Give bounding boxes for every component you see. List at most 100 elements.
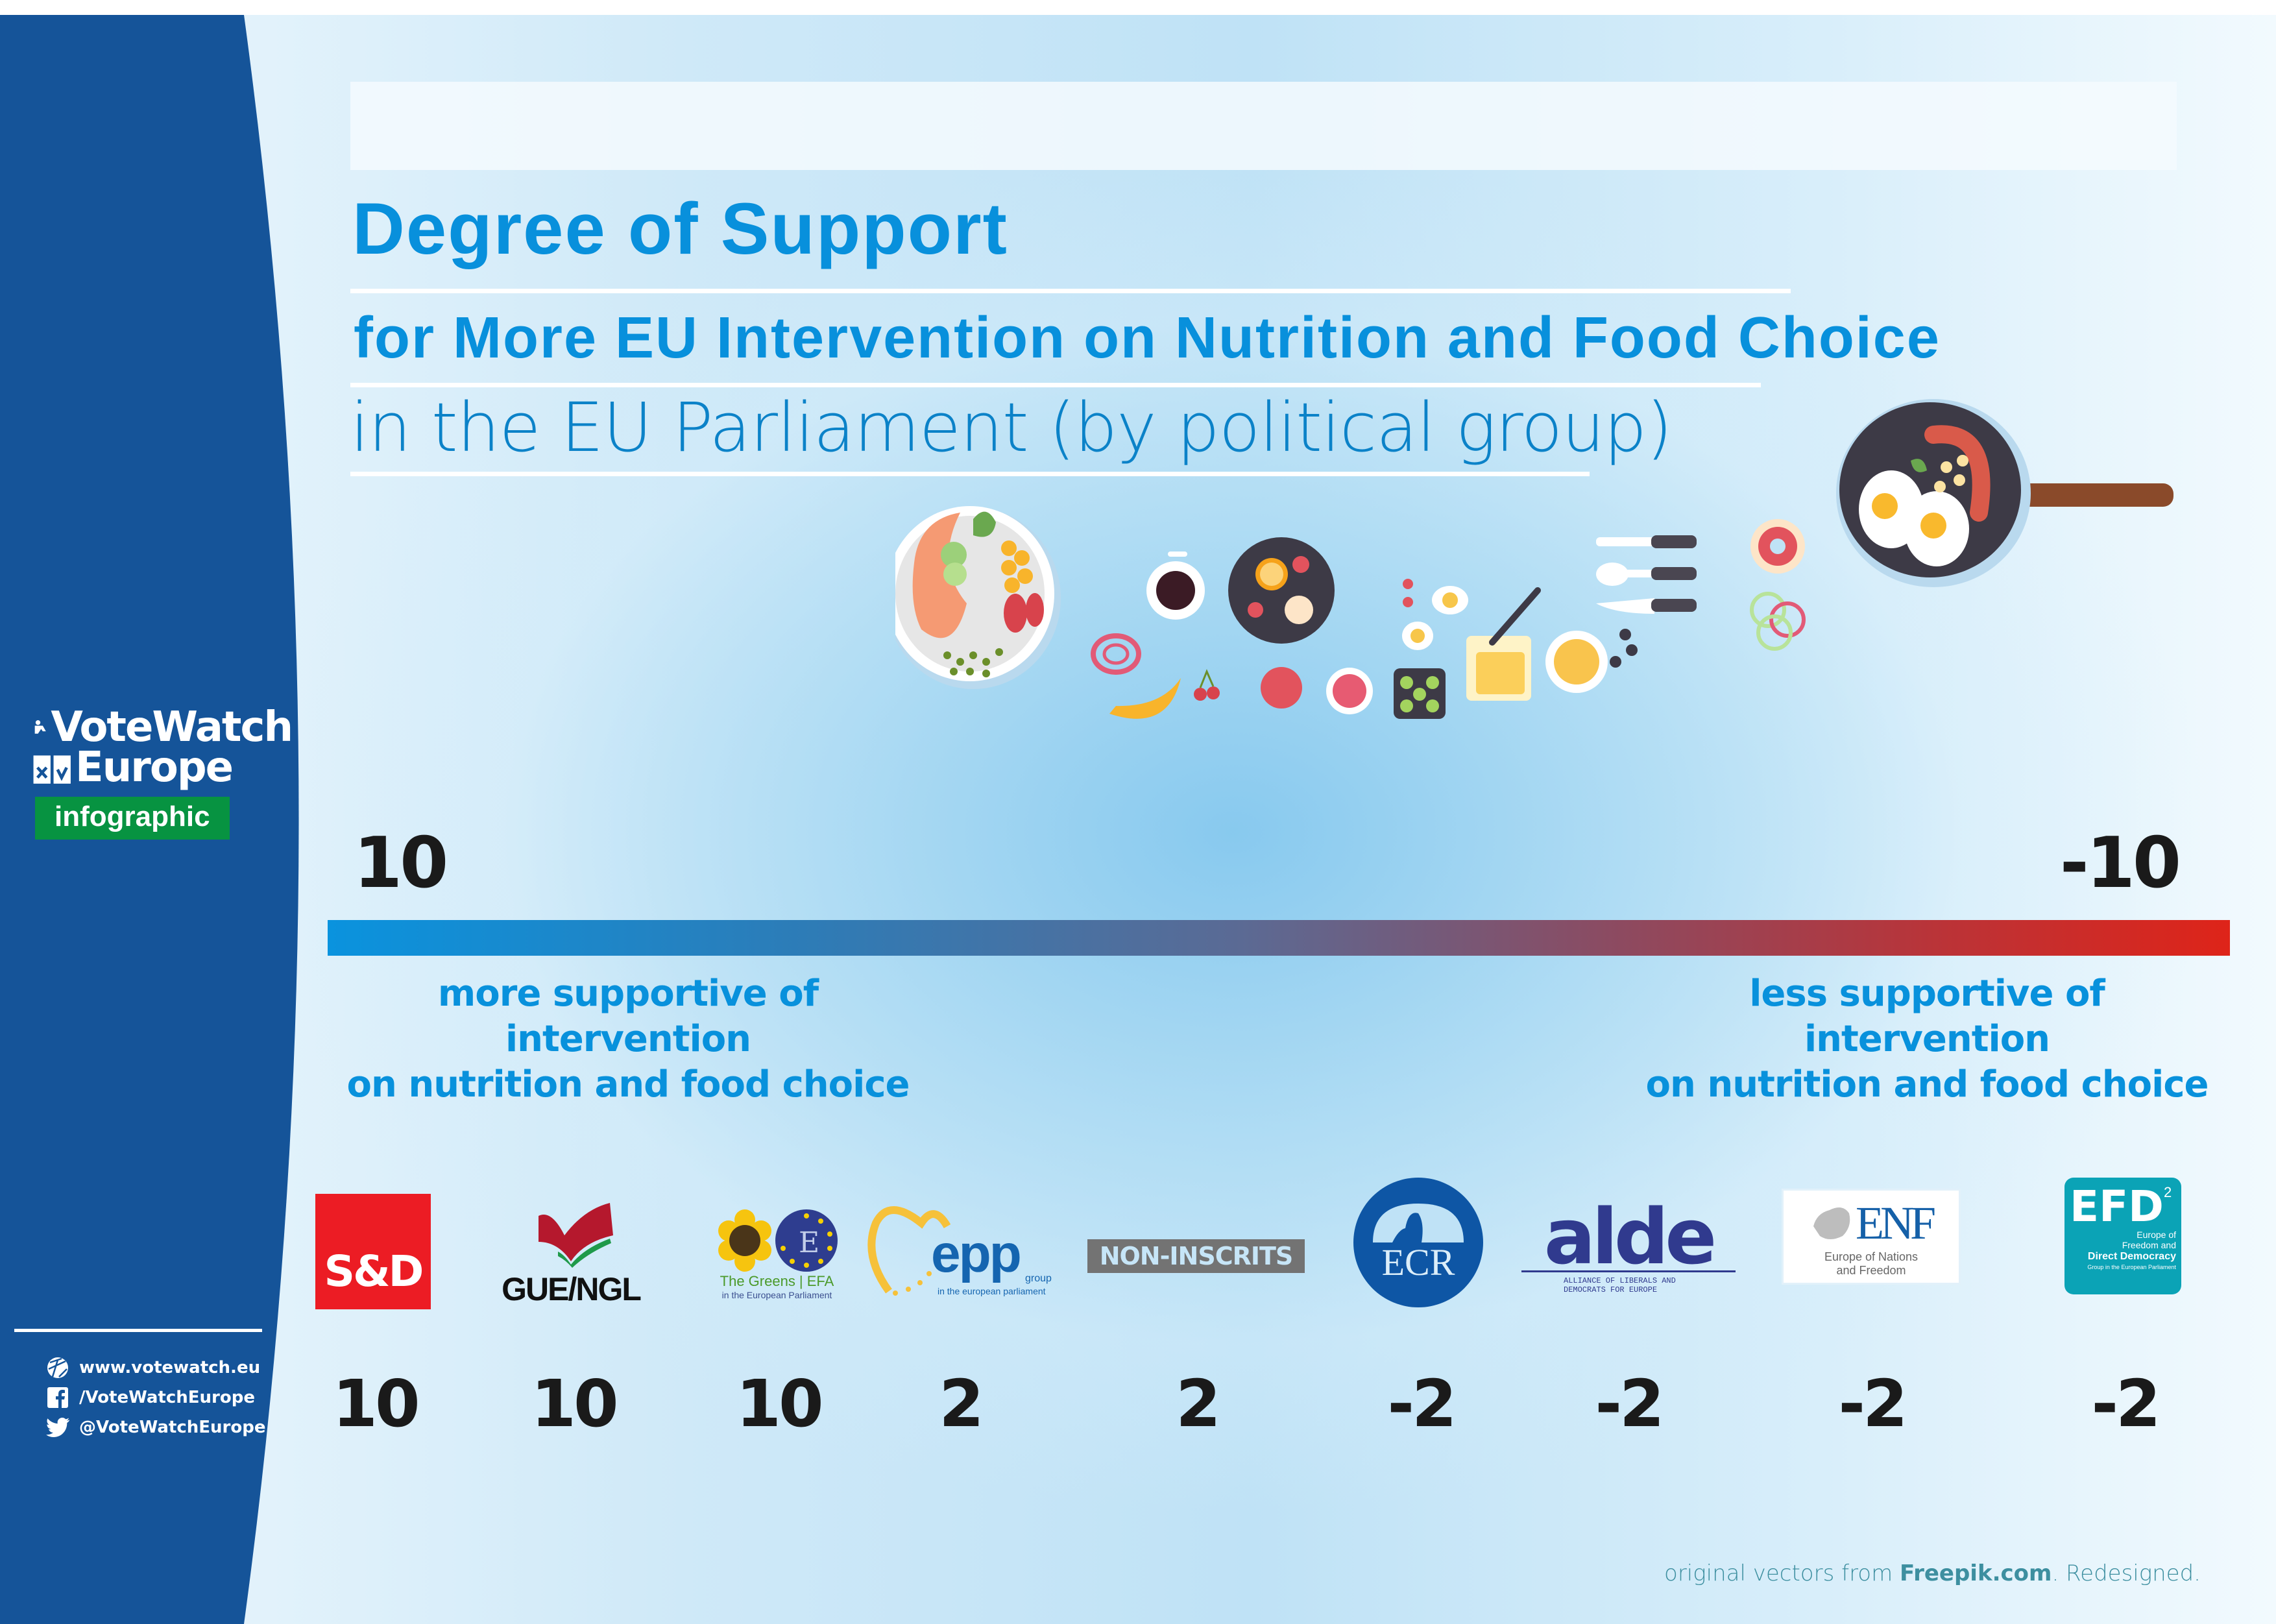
- twitter-icon: [45, 1415, 70, 1440]
- facebook-label: /VoteWatchEurope: [79, 1388, 255, 1407]
- logo-efdd-sub3: Direct Democracy: [2087, 1251, 2176, 1262]
- logo-epp-group: group: [1025, 1273, 1052, 1284]
- europe-map-icon: [1813, 1207, 1850, 1239]
- party-logos-row: S&D GUE/NGL E The Greens | EFA in the Eu…: [0, 1168, 2276, 1324]
- score-non-inscrits: 2: [1176, 1366, 1221, 1442]
- logo-greens-sub: in the European Parliament: [721, 1289, 832, 1300]
- twitter-link[interactable]: @VoteWatchEurope: [45, 1412, 265, 1442]
- left-caption-line1: more supportive of intervention: [437, 973, 819, 1060]
- juice-glass-icon: [1545, 631, 1608, 693]
- logo-efdd-text: EFD: [2070, 1182, 2164, 1231]
- score-gue-ngl: 10: [531, 1366, 618, 1442]
- logo-alde: alde ALLIANCE OF LIBERALS AND DEMOCRATS …: [1518, 1191, 1739, 1298]
- ecr-lion-icon: [1373, 1204, 1464, 1242]
- boiled-egg-icon: [1402, 586, 1468, 650]
- score-enf: -2: [1838, 1366, 1907, 1442]
- score-efdd: -2: [2091, 1366, 2161, 1442]
- logo-efdd: EFD 2 Europe of Freedom and Direct Democ…: [2064, 1178, 2181, 1294]
- logo-ecr: ECR: [1353, 1178, 1483, 1307]
- score-alde: -2: [1595, 1366, 1664, 1442]
- yogurt-icon: [1326, 668, 1373, 714]
- cutlery-icon: [1596, 535, 1697, 614]
- brand-logo: VoteWatch Europe infographic: [32, 703, 293, 840]
- logo-greens-text: The Greens | EFA: [720, 1272, 834, 1289]
- title-underline: [350, 289, 1791, 293]
- right-caption-line1: less supportive of intervention: [1749, 973, 2105, 1060]
- logo-efdd-sub4: Group in the European Parliament: [2087, 1264, 2176, 1270]
- logo-epp: epp group in the european parliament: [863, 1197, 1058, 1311]
- page-subtitle: for More EU Intervention on Nutrition an…: [354, 306, 1941, 370]
- logo-epp-sub: in the european parliament: [938, 1286, 1046, 1296]
- logo-enf-sub1: Europe of Nations: [1824, 1250, 1919, 1263]
- onion-rings-icon: [1750, 592, 1806, 651]
- logo-epp-text: epp: [931, 1224, 1020, 1283]
- logo-alde-text: alde: [1544, 1191, 1717, 1281]
- logo-sd: S&D: [315, 1194, 431, 1309]
- background: [0, 15, 2276, 1624]
- logo-greens-efa: E The Greens | EFA in the European Parli…: [707, 1197, 847, 1311]
- website-link[interactable]: www.votewatch.eu: [45, 1353, 265, 1383]
- efa-stars-icon: E: [775, 1209, 838, 1272]
- onion-icon: [1091, 633, 1141, 675]
- score-epp: 2: [939, 1366, 984, 1442]
- credit-suffix: . Redesigned.: [2052, 1560, 2201, 1586]
- logo-efdd-sub2: Freedom and: [2122, 1240, 2176, 1250]
- olive-tray-icon: [1394, 668, 1446, 719]
- logo-ecr-text: ECR: [1381, 1241, 1455, 1283]
- page-title: Degree of Support: [352, 188, 1008, 269]
- sunflower-icon: [718, 1209, 771, 1272]
- logo-gue-text: GUE/NGL: [502, 1271, 642, 1307]
- logo-efdd-sub1: Europe of: [2137, 1230, 2176, 1240]
- berry-icon: [1403, 579, 1413, 607]
- blueberry-icon: [1610, 629, 1638, 668]
- logo-alde-sub: ALLIANCE OF LIBERALS AND DEMOCRATS FOR E…: [1564, 1276, 1676, 1294]
- banana-icon: [1109, 678, 1181, 719]
- logo-ni-text: NON-INSCRITS: [1099, 1242, 1294, 1270]
- epp-heart-icon: epp group in the european parliament: [867, 1206, 1052, 1296]
- credit-link[interactable]: Freepik.com: [1900, 1560, 2052, 1586]
- cherry-icon: [1194, 669, 1220, 701]
- score-ecr: -2: [1387, 1366, 1457, 1442]
- footer-credit: original vectors from Freepik.com. Redes…: [1664, 1560, 2201, 1586]
- right-caption-line2: on nutrition and food choice: [1645, 1063, 2209, 1106]
- globe-icon: [45, 1355, 70, 1380]
- brand-line1: VoteWatch: [51, 703, 293, 751]
- subtitle-underline: [350, 383, 1761, 387]
- twitter-label: @VoteWatchEurope: [79, 1418, 266, 1437]
- logo-enf-text: ENF: [1855, 1196, 1936, 1249]
- logo-enf-sub2: and Freedom: [1836, 1263, 1906, 1277]
- scale-max-value: 10: [354, 823, 448, 904]
- apple-icon: [1261, 667, 1302, 709]
- top-banner-box: [350, 82, 2177, 170]
- social-links: www.votewatch.eu /VoteWatchEurope @VoteW…: [45, 1353, 265, 1442]
- gue-flag-icon: [539, 1203, 613, 1268]
- facebook-link[interactable]: /VoteWatchEurope: [45, 1383, 265, 1412]
- svg-text:E: E: [799, 1226, 819, 1259]
- scale-min-value: -10: [2059, 823, 2181, 904]
- food-illustration: [895, 399, 2173, 719]
- score-greens-efa: 10: [736, 1366, 823, 1442]
- credit-prefix: original vectors from: [1664, 1560, 1900, 1586]
- brand-line2: Europe: [75, 744, 234, 792]
- donut-icon: [1750, 519, 1805, 574]
- website-label: www.votewatch.eu: [79, 1358, 261, 1377]
- logo-enf: ENF Europe of Nations and Freedom: [1782, 1189, 1961, 1285]
- ballot-box-icon: [33, 755, 71, 784]
- logo-non-inscrits: NON-INSCRITS: [1087, 1239, 1305, 1273]
- alde-underline: [1521, 1270, 1736, 1272]
- sidebar-divider: [14, 1329, 262, 1332]
- fruit-bowl-icon: [1228, 537, 1335, 644]
- logo-sd-text: S&D: [324, 1246, 424, 1296]
- logo-gue-ngl: GUE/NGL: [487, 1200, 655, 1311]
- logo-efdd-sup: 2: [2163, 1184, 2172, 1200]
- voter-icon: [34, 720, 46, 734]
- support-gradient-bar: [328, 920, 2230, 956]
- page-subtitle-2: in the EU Parliament (by political group…: [350, 388, 1673, 467]
- frying-pan-icon: [1836, 399, 2173, 587]
- left-caption: more supportive of intervention on nutri…: [343, 971, 914, 1108]
- butter-icon: [1466, 587, 1541, 701]
- right-caption: less supportive of intervention on nutri…: [1641, 971, 2212, 1108]
- coffee-cup-icon: [1146, 551, 1205, 620]
- infographic-badge: infographic: [35, 797, 230, 840]
- left-caption-line2: on nutrition and food choice: [346, 1063, 910, 1106]
